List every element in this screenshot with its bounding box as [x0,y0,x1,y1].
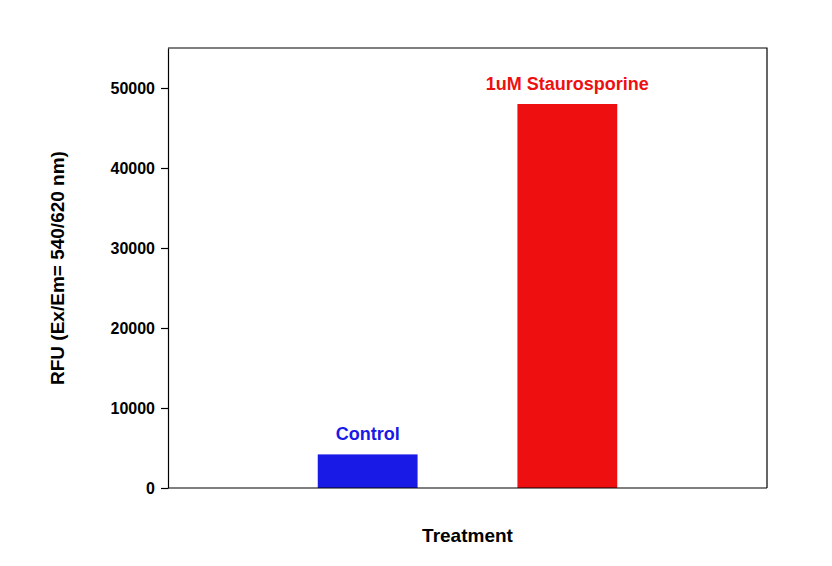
y-tick-label: 20000 [111,320,156,337]
y-tick: 40000 [111,160,169,177]
y-tick-label: 30000 [111,240,156,257]
category-label: Control [336,424,400,444]
bar [517,104,617,488]
plot-frame [168,48,767,488]
y-tick-label: 0 [146,480,155,497]
category-labels: Control 1uM Staurosporine [336,74,649,444]
y-tick-label: 40000 [111,160,156,177]
y-axis-title: RFU (Ex/Em= 540/620 nm) [47,151,68,385]
y-tick-mark [161,328,168,329]
y-tick-label: 10000 [111,400,156,417]
y-tick-mark [161,248,168,249]
y-tick: 50000 [111,80,169,97]
y-axis-line [168,49,169,489]
y-tick-mark [161,488,168,489]
bars [318,104,618,488]
category-label: 1uM Staurosporine [486,74,649,94]
y-tick: 10000 [111,400,169,417]
y-axis: 0 10000 20000 30000 40000 50000 [111,49,169,497]
y-tick-mark [161,408,168,409]
y-tick-label: 50000 [111,80,156,97]
y-tick-mark [161,168,168,169]
chart: Control 1uM Staurosporine 0 10000 20000 30000… [0,0,832,566]
bar [318,454,418,488]
y-tick: 0 [146,480,168,497]
x-axis-line [168,487,767,488]
x-axis-title: Treatment [422,525,513,546]
y-tick: 20000 [111,320,169,337]
plot: Control 1uM Staurosporine 0 10000 20000 30000… [111,48,768,497]
y-tick: 30000 [111,240,169,257]
y-tick-mark [161,88,168,89]
